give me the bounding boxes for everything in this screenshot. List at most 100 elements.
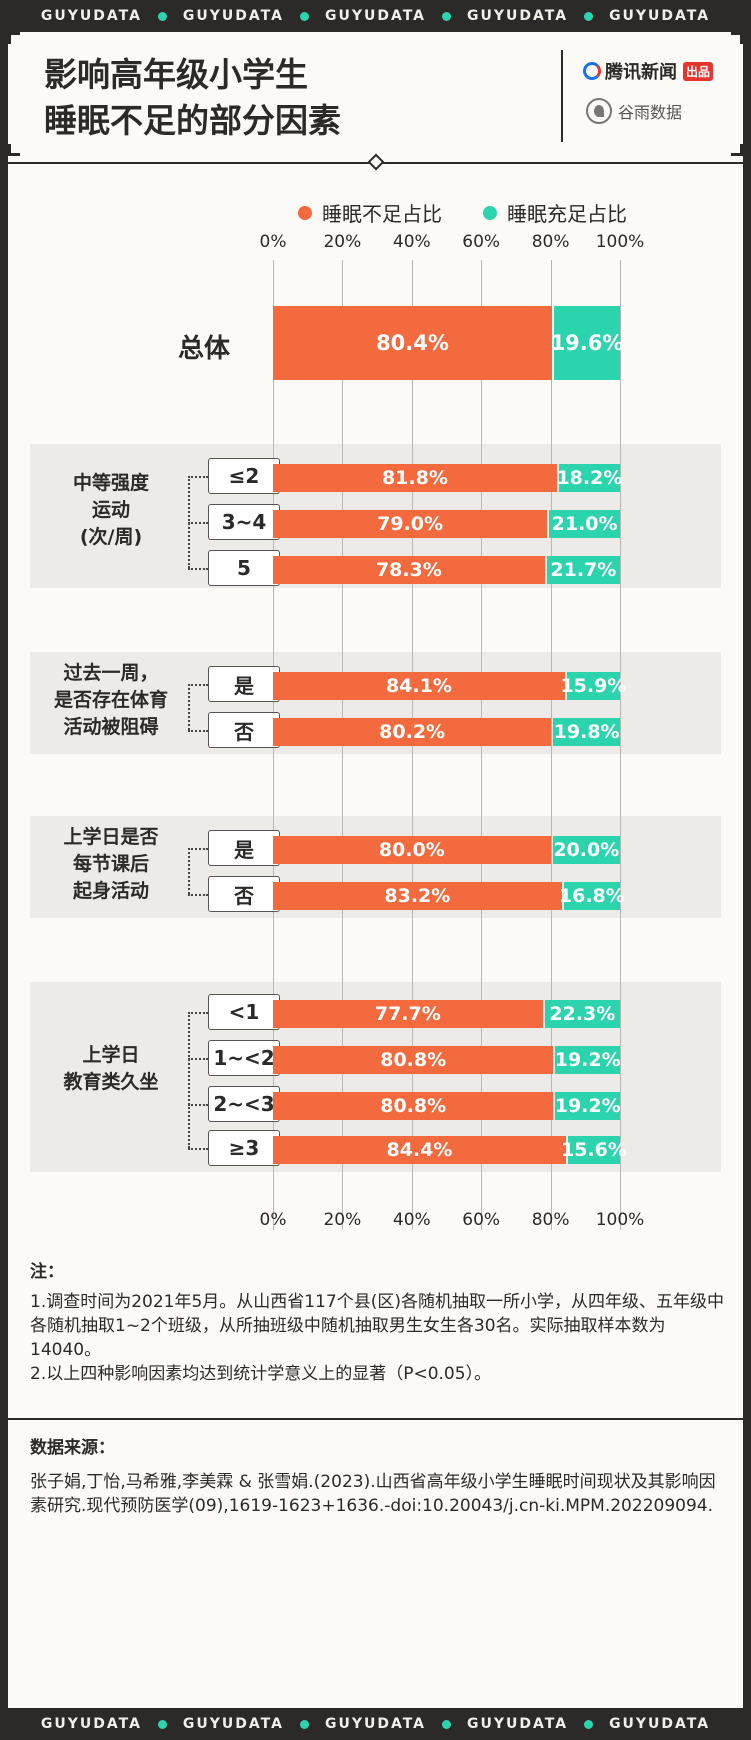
ticker-dot-icon [299,1719,309,1729]
bar-value-label: 19.6% [550,331,624,355]
category-label: 3~4 [208,504,280,540]
category-label: ≤2 [208,458,280,494]
group-label-line: 活动被阻碍 [63,716,159,738]
page-title: 影响高年级小学生 睡眠不足的部分因素 [44,52,341,144]
bracket-line [188,1012,190,1148]
bar-value-label: 19.2% [554,1095,621,1117]
bar-sufficient: 21.7% [546,556,620,584]
corner-mark [731,144,743,156]
ticker-word: GUYUDATA [324,8,427,24]
bar-insufficient: 78.3% [273,556,545,584]
group-label-line: 上学日 [82,1044,140,1066]
bracket-tick [188,730,208,732]
bar-insufficient: 80.8% [273,1046,554,1074]
bar-insufficient: 79.0% [273,510,548,538]
group-label: 上学日是否每节课后起身活动 [36,824,186,905]
group-label-line: 是否存在体育 [53,689,168,711]
bar-value-label: 21.7% [550,559,617,581]
bar-sufficient: 19.6% [551,306,623,380]
legend-label: 睡眠充足占比 [507,202,627,226]
bracket-tick [188,522,208,524]
ticker-dot-icon [442,11,452,21]
x-tick-label: 20% [323,1210,362,1230]
category-label: 否 [208,712,280,748]
bar-value-label: 18.2% [556,467,623,489]
bar-value-label: 16.8% [558,885,625,907]
source-heading: 数据来源： [30,1438,115,1458]
bar-insufficient: 83.2% [273,882,562,910]
source-section: 数据来源： 张子娟,丁怡,马希雅,李美霖 & 张雪娟.(2023).山西省高年级… [30,1436,730,1518]
notes-section: 注： 1.调查时间为2021年5月。从山西省117个县(区)各随机抽取一所小学，… [30,1260,730,1386]
bar-value-label: 21.0% [551,513,618,535]
x-tick-label: 60% [462,1210,501,1230]
category-label: 否 [208,876,280,912]
corner-mark [8,144,20,156]
note-line: 2.以上四种影响因素均达到统计学意义上的显著（P<0.05）。 [30,1364,492,1384]
group-label-line: 起身活动 [72,880,149,902]
group-label-line: 教育类久坐 [63,1071,159,1093]
bar-insufficient: 80.0% [273,836,551,864]
bracket-tick [188,1012,208,1014]
group-label-line: 上学日是否 [63,826,159,848]
ticker-word: GUYUDATA [182,8,284,24]
guyu-logo-text: 谷雨数据 [618,103,683,122]
bar-value-label: 19.2% [554,1049,621,1071]
x-tick-label: 100% [595,232,645,252]
bar-value-label: 22.3% [549,1003,616,1025]
bar-sufficient: 19.2% [554,1046,621,1074]
x-tick-label: 20% [323,232,362,252]
bar-sufficient: 18.2% [556,464,623,492]
bar-sufficient: 16.8% [559,882,625,910]
bar-insufficient: 77.7% [273,1000,543,1028]
guyu-bird-icon [586,98,612,124]
legend-item-sufficient: 睡眠充足占比 [483,198,627,227]
note-line: 1.调查时间为2021年5月。从山西省117个县(区)各随机抽取一所小学，从四年… [30,1292,725,1360]
ticker-word: GUYUDATA [609,1716,711,1732]
bar-sufficient: 22.3% [544,1000,620,1028]
ticker-dot-icon [157,11,167,21]
guyu-data-logo: 谷雨数据 [586,98,682,124]
ticker-dot-icon [157,1719,167,1729]
group-label-line: 每节课后 [72,853,149,875]
bar-value-label: 15.6% [560,1139,627,1161]
bar-insufficient: 84.1% [273,672,565,700]
bar-sufficient: 15.9% [560,672,626,700]
tencent-logo-icon [583,62,601,80]
bar-sufficient: 21.0% [549,510,620,538]
ticker-word: GUYUDATA [467,8,569,24]
bar-sufficient: 19.2% [554,1092,621,1120]
group-label-line: 运动 [91,499,130,521]
legend-label: 睡眠不足占比 [322,202,442,226]
bracket-tick [188,568,208,570]
section-rule [8,1418,743,1420]
category-label: 2~<3 [208,1086,280,1122]
x-tick-label: 0% [259,232,287,252]
notes-heading: 注： [30,1262,64,1282]
category-label: <1 [208,994,280,1030]
title-line: 影响高年级小学生 [44,55,308,94]
ticker-word: GUYUDATA [182,1716,284,1732]
bracket-line [188,684,190,730]
bar-value-label: 20.0% [553,839,620,861]
group-label: 上学日 教育类久坐 [36,1042,186,1096]
corner-mark [8,32,20,44]
legend-item-insufficient: 睡眠不足占比 [298,198,442,227]
infographic-card: 影响高年级小学生 睡眠不足的部分因素 腾讯新闻 出品 谷雨数据 睡眠不足占比 睡… [8,32,743,1708]
ticker-word: GUYUDATA [324,1716,427,1732]
bracket-tick [188,1148,208,1150]
legend-swatch [298,205,312,220]
ticker-word: GUYUDATA [609,8,711,24]
group-label: 中等强度 运动 (次/周) [36,470,186,551]
x-tick-label: 100% [595,1210,645,1230]
bar-insufficient: 80.2% [273,718,552,746]
bracket-tick [188,684,208,686]
bottom-ticker: GUYUDATA GUYUDATA GUYUDATA GUYUDATA GUYUDATA [0,1708,751,1740]
tencent-logo-badge: 出品 [683,61,714,81]
x-tick-label: 80% [531,232,570,252]
group-label-line: (次/周) [79,526,143,548]
category-label: ≥3 [208,1130,280,1166]
group-label: 过去一周， 是否存在体育 活动被阻碍 [36,660,186,741]
gridline [620,260,621,1230]
ticker-word: GUYUDATA [40,8,142,24]
bracket-tick [188,1104,208,1106]
